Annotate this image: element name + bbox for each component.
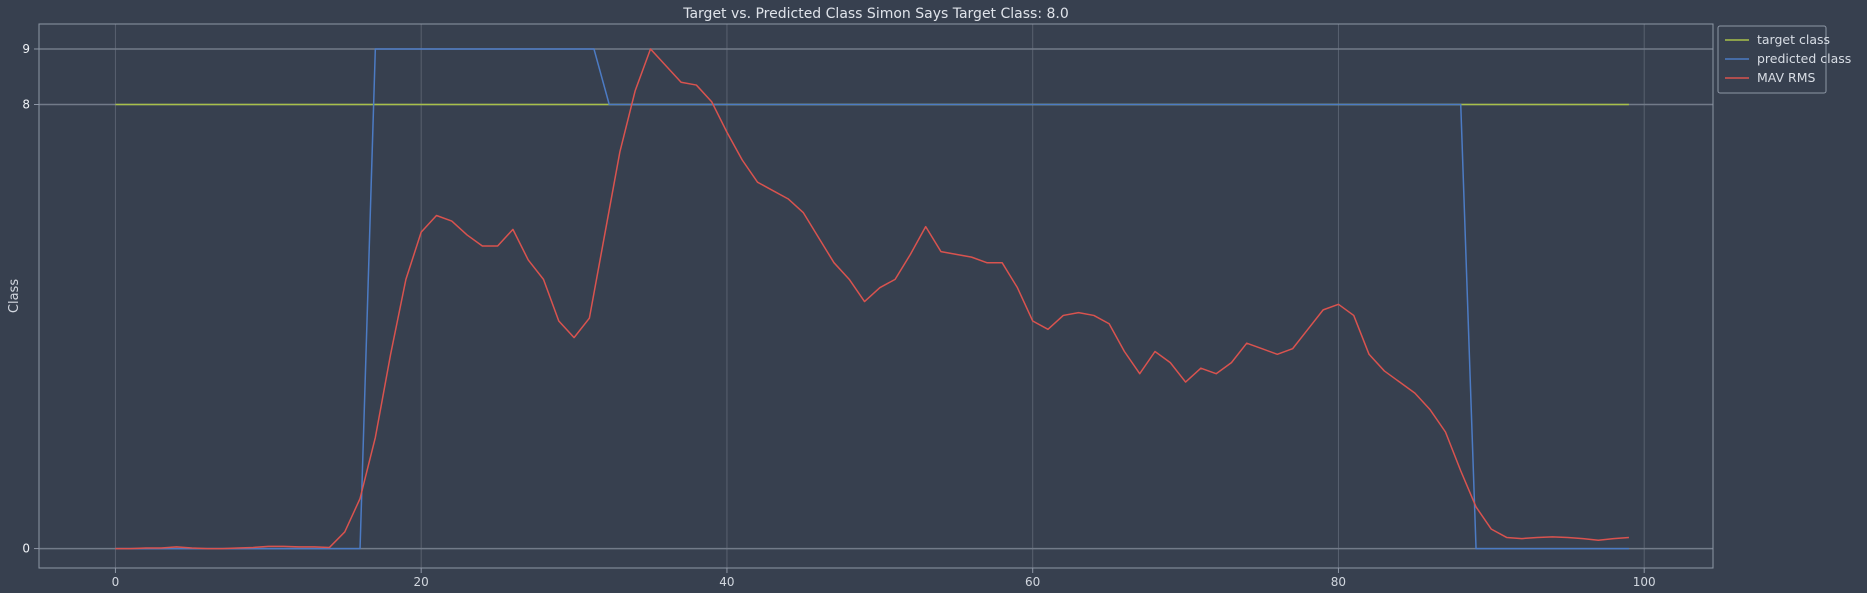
legend-label: predicted class [1757,51,1851,66]
plot-frame [38,23,1714,569]
series-line-predicted-class [115,48,1629,550]
y-axis-label: Class [7,279,22,313]
y-tick-label: 9 [22,42,30,56]
x-tick-label: 80 [1331,575,1346,589]
plot-series [115,48,1629,550]
y-tick-label: 0 [22,542,30,556]
series-line-mav-rms [115,48,1629,550]
legend: target class predicted class MAV RMS [1717,25,1851,94]
legend-label: target class [1757,32,1830,47]
x-tick-label: 0 [112,575,120,589]
chart-title: Target vs. Predicted Class Simon Says Ta… [682,6,1069,22]
legend-box [1717,25,1827,94]
legend-label: MAV RMS [1757,70,1816,85]
grid [39,24,1713,568]
x-tick-label: 40 [719,575,734,589]
x-tick-label: 60 [1025,575,1040,589]
y-tick-label: 8 [22,97,30,111]
x-axis-ticks: 0 20 40 60 80 100 [112,568,1656,589]
x-tick-label: 100 [1633,575,1656,589]
y-axis-ticks: 0 8 9 [22,42,39,556]
x-tick-label: 20 [414,575,429,589]
